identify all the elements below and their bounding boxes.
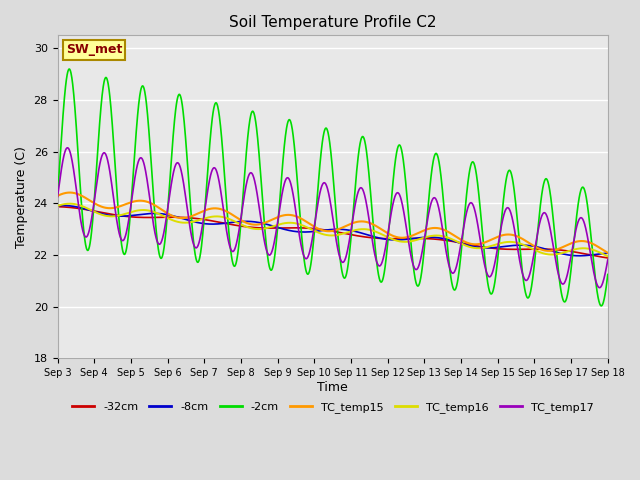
Title: Soil Temperature Profile C2: Soil Temperature Profile C2 [229, 15, 436, 30]
Y-axis label: Temperature (C): Temperature (C) [15, 146, 28, 248]
Text: SW_met: SW_met [66, 43, 122, 57]
Legend: -32cm, -8cm, -2cm, TC_temp15, TC_temp16, TC_temp17: -32cm, -8cm, -2cm, TC_temp15, TC_temp16,… [67, 397, 598, 417]
X-axis label: Time: Time [317, 381, 348, 394]
